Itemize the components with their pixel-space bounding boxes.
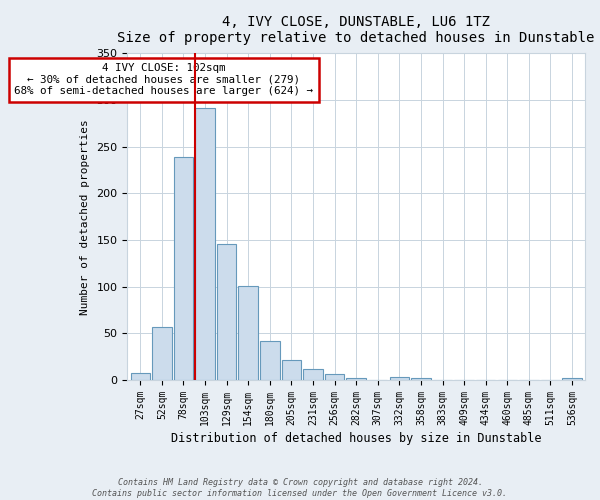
- Bar: [281, 360, 301, 380]
- Text: 4 IVY CLOSE: 102sqm
← 30% of detached houses are smaller (279)
68% of semi-detac: 4 IVY CLOSE: 102sqm ← 30% of detached ho…: [14, 63, 313, 96]
- Bar: [303, 369, 323, 380]
- Bar: [346, 378, 366, 380]
- Bar: [389, 378, 409, 380]
- Bar: [196, 108, 215, 380]
- Bar: [131, 372, 150, 380]
- Title: 4, IVY CLOSE, DUNSTABLE, LU6 1TZ
Size of property relative to detached houses in: 4, IVY CLOSE, DUNSTABLE, LU6 1TZ Size of…: [118, 15, 595, 45]
- Bar: [325, 374, 344, 380]
- Text: Contains HM Land Registry data © Crown copyright and database right 2024.
Contai: Contains HM Land Registry data © Crown c…: [92, 478, 508, 498]
- Bar: [217, 244, 236, 380]
- Bar: [260, 341, 280, 380]
- Bar: [562, 378, 582, 380]
- Bar: [152, 327, 172, 380]
- X-axis label: Distribution of detached houses by size in Dunstable: Distribution of detached houses by size …: [171, 432, 541, 445]
- Bar: [174, 157, 193, 380]
- Y-axis label: Number of detached properties: Number of detached properties: [80, 119, 89, 314]
- Bar: [411, 378, 431, 380]
- Bar: [238, 286, 258, 380]
